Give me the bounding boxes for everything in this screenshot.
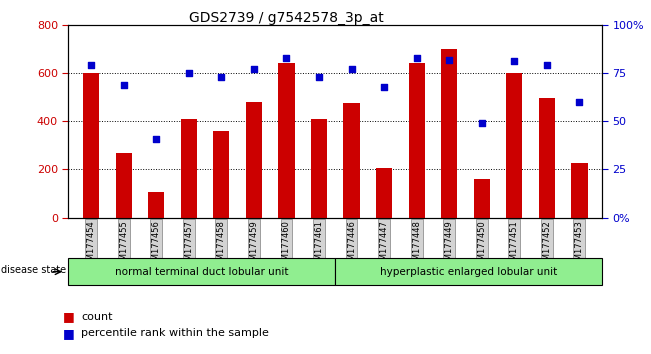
Point — [314, 74, 324, 80]
Point — [249, 66, 259, 72]
Bar — [539, 98, 555, 218]
Bar — [116, 153, 132, 218]
Bar — [409, 63, 424, 218]
Point — [444, 57, 454, 62]
Text: GDS2739 / g7542578_3p_at: GDS2739 / g7542578_3p_at — [189, 11, 384, 25]
Point — [542, 62, 552, 68]
Bar — [83, 73, 99, 218]
Point — [151, 136, 161, 142]
Point — [216, 74, 227, 80]
Point — [379, 84, 389, 89]
Point — [477, 120, 487, 126]
Text: ■: ■ — [62, 310, 74, 323]
Bar — [506, 73, 522, 218]
Bar — [473, 179, 490, 218]
Text: percentile rank within the sample: percentile rank within the sample — [81, 329, 270, 338]
Bar — [279, 63, 294, 218]
Point — [574, 99, 585, 105]
Bar — [376, 168, 392, 218]
Text: count: count — [81, 312, 113, 322]
Point — [346, 66, 357, 72]
Bar — [180, 119, 197, 218]
Bar — [311, 119, 327, 218]
Text: ■: ■ — [62, 327, 74, 340]
Bar — [246, 102, 262, 218]
Text: disease state: disease state — [1, 265, 66, 275]
Bar — [572, 164, 587, 218]
Point — [118, 82, 129, 87]
Text: hyperplastic enlarged lobular unit: hyperplastic enlarged lobular unit — [380, 267, 557, 277]
Text: normal terminal duct lobular unit: normal terminal duct lobular unit — [115, 267, 288, 277]
Point — [281, 55, 292, 61]
Bar — [441, 49, 457, 218]
Point — [411, 55, 422, 61]
Point — [184, 70, 194, 76]
Bar — [213, 131, 229, 218]
Point — [509, 59, 519, 64]
Point — [86, 62, 96, 68]
Bar — [148, 192, 164, 218]
Bar — [344, 103, 359, 218]
